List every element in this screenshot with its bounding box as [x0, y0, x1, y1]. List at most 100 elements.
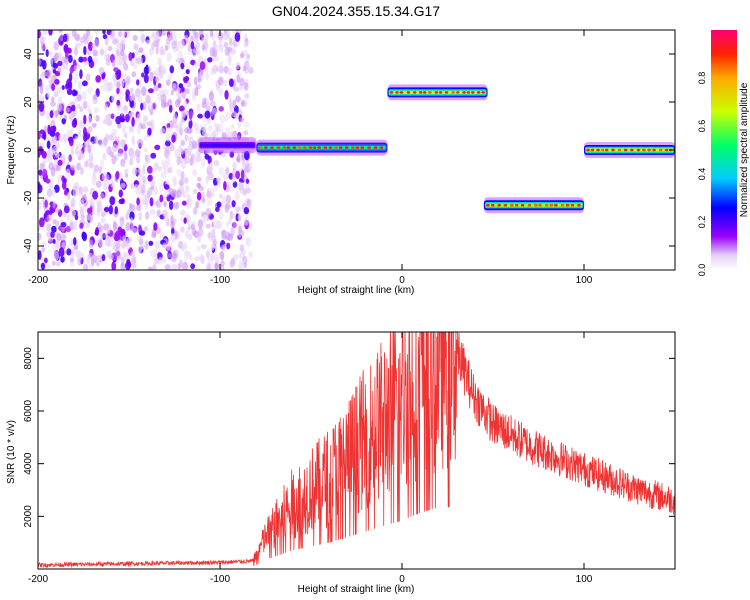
- tone-peak: [418, 91, 423, 94]
- noise-cell: [112, 241, 119, 252]
- noise-cell: [46, 213, 52, 222]
- noise-cell: [194, 151, 199, 157]
- spectrogram-y-tick-label: 0: [23, 147, 34, 153]
- noise-cell: [196, 191, 202, 201]
- tone-peak: [373, 146, 378, 149]
- noise-cell: [116, 249, 121, 258]
- noise-cell: [132, 167, 138, 176]
- tone-peak: [264, 146, 268, 149]
- noise-cell: [58, 52, 62, 60]
- noise-cell: [48, 181, 54, 191]
- noise-cell: [54, 42, 59, 51]
- noise-cell: [214, 256, 220, 264]
- noise-cell: [88, 239, 94, 249]
- noise-cell: [72, 220, 78, 231]
- noise-cell: [145, 94, 151, 104]
- noise-cell: [217, 31, 224, 41]
- noise-cell: [57, 86, 62, 94]
- noise-cell: [129, 87, 134, 93]
- noise-cell: [152, 264, 157, 270]
- noise-cell: [100, 84, 107, 91]
- tone-peak: [270, 146, 274, 149]
- noise-cell: [140, 86, 147, 97]
- noise-cell: [171, 83, 177, 90]
- noise-cell: [122, 124, 126, 134]
- noise-cell: [230, 124, 235, 130]
- noise-cell: [168, 104, 173, 113]
- noise-cell: [55, 261, 61, 267]
- noise-cell: [180, 62, 185, 70]
- noise-cell: [42, 96, 47, 103]
- noise-cell: [218, 211, 224, 220]
- noise-cell: [131, 262, 137, 269]
- tone-peak: [360, 146, 365, 149]
- noise-cell: [192, 30, 197, 35]
- tone-peak: [544, 203, 549, 207]
- noise-cell: [115, 170, 120, 180]
- noise-cell: [205, 71, 209, 81]
- noise-cell: [170, 215, 174, 226]
- noise-cell: [215, 66, 220, 72]
- noise-cell: [112, 221, 118, 232]
- tone-peak: [297, 146, 302, 149]
- noise-cell: [226, 67, 233, 76]
- tone-peak: [658, 148, 663, 152]
- noise-cell: [46, 140, 51, 149]
- noise-cell: [229, 151, 235, 158]
- noise-cell: [77, 94, 82, 102]
- noise-cell: [101, 254, 106, 262]
- noise-cell: [212, 160, 219, 167]
- noise-cell: [87, 86, 93, 94]
- noise-cell: [157, 166, 163, 172]
- noise-cell: [219, 264, 225, 270]
- noise-cell: [58, 30, 63, 33]
- noise-cell: [219, 251, 225, 259]
- tone-peak: [503, 203, 508, 207]
- noise-cell: [210, 100, 217, 108]
- noise-cell: [156, 226, 162, 235]
- noise-cell: [122, 234, 126, 245]
- noise-cell: [165, 132, 172, 142]
- noise-cell: [179, 210, 186, 216]
- noise-cell: [73, 65, 78, 72]
- noise-cell: [74, 71, 79, 80]
- tone-peak: [328, 146, 333, 149]
- noise-cell: [215, 85, 220, 92]
- noise-cell: [97, 221, 102, 228]
- noise-cell: [220, 201, 226, 208]
- noise-cell: [120, 37, 126, 45]
- noise-cell: [137, 138, 144, 148]
- noise-cell: [66, 248, 72, 256]
- noise-cell: [38, 30, 41, 39]
- tone-segment-core: [200, 143, 255, 147]
- noise-cell: [143, 162, 147, 168]
- noise-cell: [63, 43, 69, 54]
- noise-cell: [153, 85, 159, 92]
- noise-cell: [243, 130, 249, 136]
- noise-cell: [185, 231, 189, 239]
- tone-peak: [308, 146, 313, 149]
- snr-y-tick-label: 6000: [23, 399, 34, 422]
- noise-cell: [147, 266, 153, 270]
- noise-cell: [145, 211, 150, 220]
- noise-cell: [224, 46, 231, 56]
- noise-cell: [117, 147, 124, 157]
- noise-cell: [79, 222, 84, 229]
- noise-cell: [92, 57, 99, 64]
- noise-cell: [79, 36, 86, 45]
- noise-cell: [140, 184, 146, 194]
- noise-cell: [129, 217, 134, 225]
- noise-cell: [125, 93, 129, 102]
- noise-cell: [116, 81, 121, 89]
- noise-cell: [184, 185, 190, 193]
- noise-cell: [73, 33, 80, 41]
- noise-cell: [193, 230, 199, 238]
- noise-cell: [91, 43, 96, 52]
- noise-cell: [44, 199, 48, 209]
- noise-cell: [144, 199, 148, 206]
- noise-cell: [69, 66, 74, 74]
- tone-peak: [604, 148, 609, 152]
- noise-cell: [243, 216, 249, 226]
- noise-cell: [112, 38, 118, 45]
- noise-cell: [67, 136, 74, 143]
